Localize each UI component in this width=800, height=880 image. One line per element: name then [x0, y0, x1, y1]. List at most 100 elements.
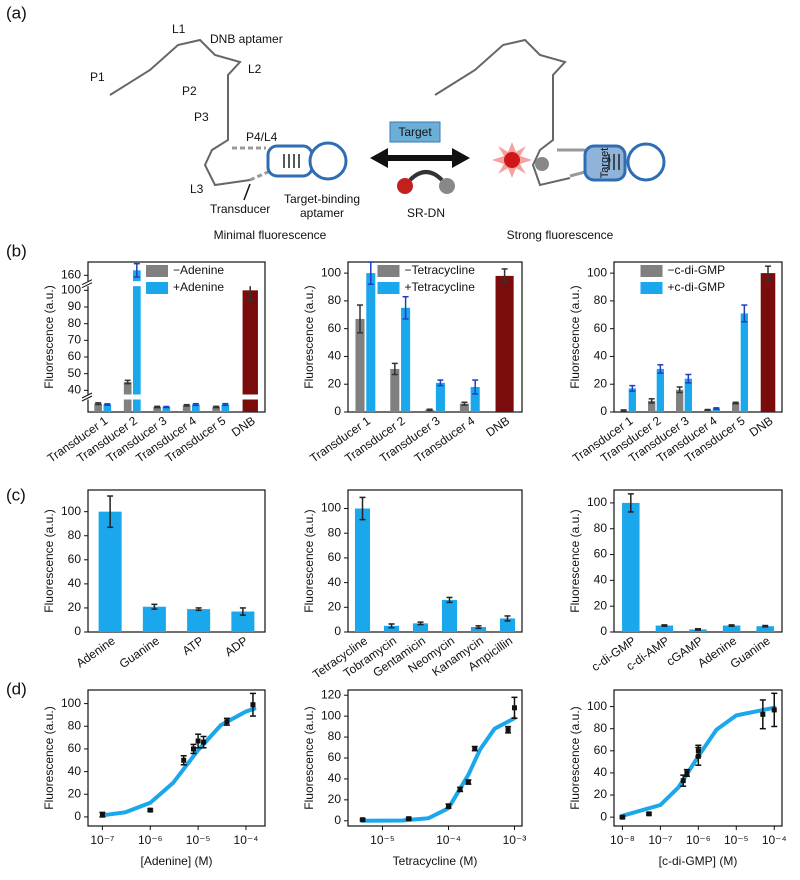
x-tick-label: 10⁻⁷: [648, 833, 672, 847]
data-point: [684, 770, 690, 776]
dye-red: [504, 152, 520, 168]
y-tick-label: 60: [68, 349, 82, 363]
bar: [94, 403, 103, 412]
y-tick-label: 90: [68, 299, 82, 313]
x-tick-label: DNB: [229, 414, 258, 440]
diagram-label: Target-binding: [284, 192, 360, 206]
data-point: [201, 739, 207, 745]
legend-label: +c-di-GMP: [668, 280, 726, 294]
y-tick-label: 20: [328, 376, 342, 390]
y-tick-label: 20: [594, 376, 608, 390]
arrow-head: [370, 148, 388, 168]
y-tick-label: 100: [587, 265, 607, 279]
linker: [249, 170, 269, 182]
y-tick-label: 40: [68, 383, 82, 397]
linker: [569, 170, 586, 178]
bar: [435, 382, 445, 412]
bar: [355, 318, 365, 412]
y-tick-label: 60: [594, 743, 608, 757]
bar: [441, 599, 458, 632]
diagram-label: L1: [172, 22, 186, 36]
x-tick-label: 10⁻⁴: [234, 833, 259, 847]
bar: [740, 313, 748, 412]
y-axis-title: Fluorescence (a.u.): [568, 706, 582, 809]
plot-frame: [87, 689, 266, 827]
y-tick-label: 70: [68, 333, 82, 347]
plot-frame: [613, 261, 783, 413]
y-axis-title: Fluorescence (a.u.): [568, 285, 582, 388]
plot-frame: [347, 261, 523, 413]
bar: [103, 404, 112, 412]
data-point: [406, 816, 412, 822]
break-mark: [81, 279, 93, 286]
x-tick-label: DNB: [483, 414, 512, 440]
bar: [383, 625, 400, 632]
x-axis-title: Tetracycline (M): [393, 854, 478, 868]
data-point: [680, 778, 686, 784]
legend-label: −c-di-GMP: [668, 263, 726, 277]
diagram-label: P2: [182, 84, 197, 98]
bar: [191, 404, 200, 412]
bar: [98, 511, 122, 632]
panel-label: (b): [6, 241, 27, 260]
y-tick-label: 60: [594, 321, 608, 335]
y-tick-label: 60: [68, 552, 82, 566]
bar: [628, 388, 636, 412]
y-tick-label: 20: [594, 598, 608, 612]
legend-swatch: [146, 282, 168, 294]
data-point: [511, 705, 517, 711]
y-tick-label: 50: [68, 366, 82, 380]
y-tick-label: 40: [328, 575, 342, 589]
bar: [212, 407, 221, 412]
y-tick-label: 40: [328, 349, 342, 363]
y-tick-label: 0: [74, 624, 81, 638]
dye-linker: [408, 170, 444, 182]
y-tick-label: 60: [594, 547, 608, 561]
y-axis-title: Fluorescence (a.u.): [302, 285, 316, 388]
bar: [162, 407, 171, 412]
aptamer-loop: [626, 142, 666, 182]
x-tick-label: Guanine: [117, 633, 162, 671]
x-tick-label: Adenine: [74, 633, 118, 670]
data-point: [99, 812, 105, 818]
aptamer-loop: [308, 141, 348, 181]
y-tick-label: 40: [68, 576, 82, 590]
data-point: [195, 738, 201, 744]
panel-label: (c): [6, 485, 26, 504]
x-tick-label: ATP: [180, 634, 206, 658]
y-tick-label: 100: [587, 495, 607, 509]
y-tick-label: 80: [68, 528, 82, 542]
bar: [132, 270, 141, 412]
x-tick-label: 10⁻⁵: [724, 833, 749, 847]
y-tick-label: 0: [600, 624, 607, 638]
x-tick-label: 10⁻⁴: [436, 833, 461, 847]
base-pairs: [283, 154, 300, 168]
x-tick-label: DNB: [747, 414, 776, 440]
data-point: [147, 807, 153, 813]
data-point: [181, 757, 187, 763]
y-tick-label: 80: [68, 718, 82, 732]
bar: [242, 290, 258, 412]
bar: [470, 627, 487, 632]
base-pairs: [608, 154, 620, 170]
diagram-label: L3: [190, 182, 204, 196]
bar: [182, 405, 191, 412]
x-tick-label: 10⁻⁵: [370, 833, 395, 847]
y-tick-label: 80: [328, 293, 342, 307]
y-tick-label: 20: [594, 787, 608, 801]
y-tick-label: 100: [321, 265, 341, 279]
data-point: [457, 786, 463, 792]
legend-swatch: [640, 282, 663, 294]
data-point: [465, 779, 471, 785]
bar: [655, 625, 674, 632]
legend-label: −Adenine: [173, 263, 224, 277]
bar: [656, 368, 664, 412]
rna-backbone: [109, 38, 251, 187]
y-tick-label: 40: [68, 764, 82, 778]
legend-swatch: [146, 265, 168, 277]
y-tick-label: 100: [321, 501, 341, 515]
y-tick-label: 80: [328, 525, 342, 539]
y-tick-label: 80: [594, 521, 608, 535]
bar: [722, 625, 741, 632]
